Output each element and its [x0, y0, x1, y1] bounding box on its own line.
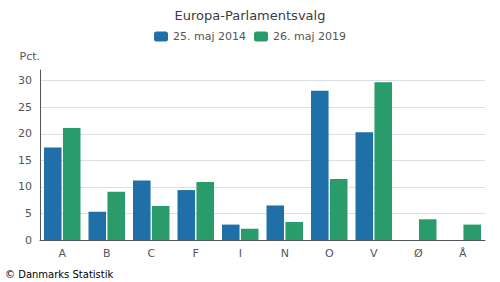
svg-text:25. maj 2014: 25. maj 2014: [173, 30, 246, 43]
svg-text:© Danmarks Statistik: © Danmarks Statistik: [5, 269, 114, 280]
svg-text:10: 10: [18, 180, 32, 193]
svg-text:A: A: [58, 247, 66, 260]
svg-text:O: O: [325, 247, 334, 260]
svg-text:Pct.: Pct.: [20, 50, 41, 63]
svg-text:30: 30: [18, 74, 32, 87]
svg-text:N: N: [281, 247, 289, 260]
svg-text:5: 5: [25, 207, 32, 220]
svg-text:15: 15: [18, 154, 32, 167]
svg-text:C: C: [147, 247, 155, 260]
svg-text:I: I: [239, 247, 242, 260]
svg-text:B: B: [103, 247, 111, 260]
svg-text:Ø: Ø: [414, 247, 423, 260]
svg-text:V: V: [370, 247, 378, 260]
svg-text:20: 20: [18, 127, 32, 140]
svg-text:F: F: [193, 247, 199, 260]
svg-text:Europa-Parlamentsvalg: Europa-Parlamentsvalg: [175, 8, 326, 23]
svg-text:26. maj 2019: 26. maj 2019: [273, 30, 346, 43]
svg-text:0: 0: [25, 234, 32, 247]
svg-text:25: 25: [18, 101, 32, 114]
svg-text:Å: Å: [459, 247, 467, 260]
